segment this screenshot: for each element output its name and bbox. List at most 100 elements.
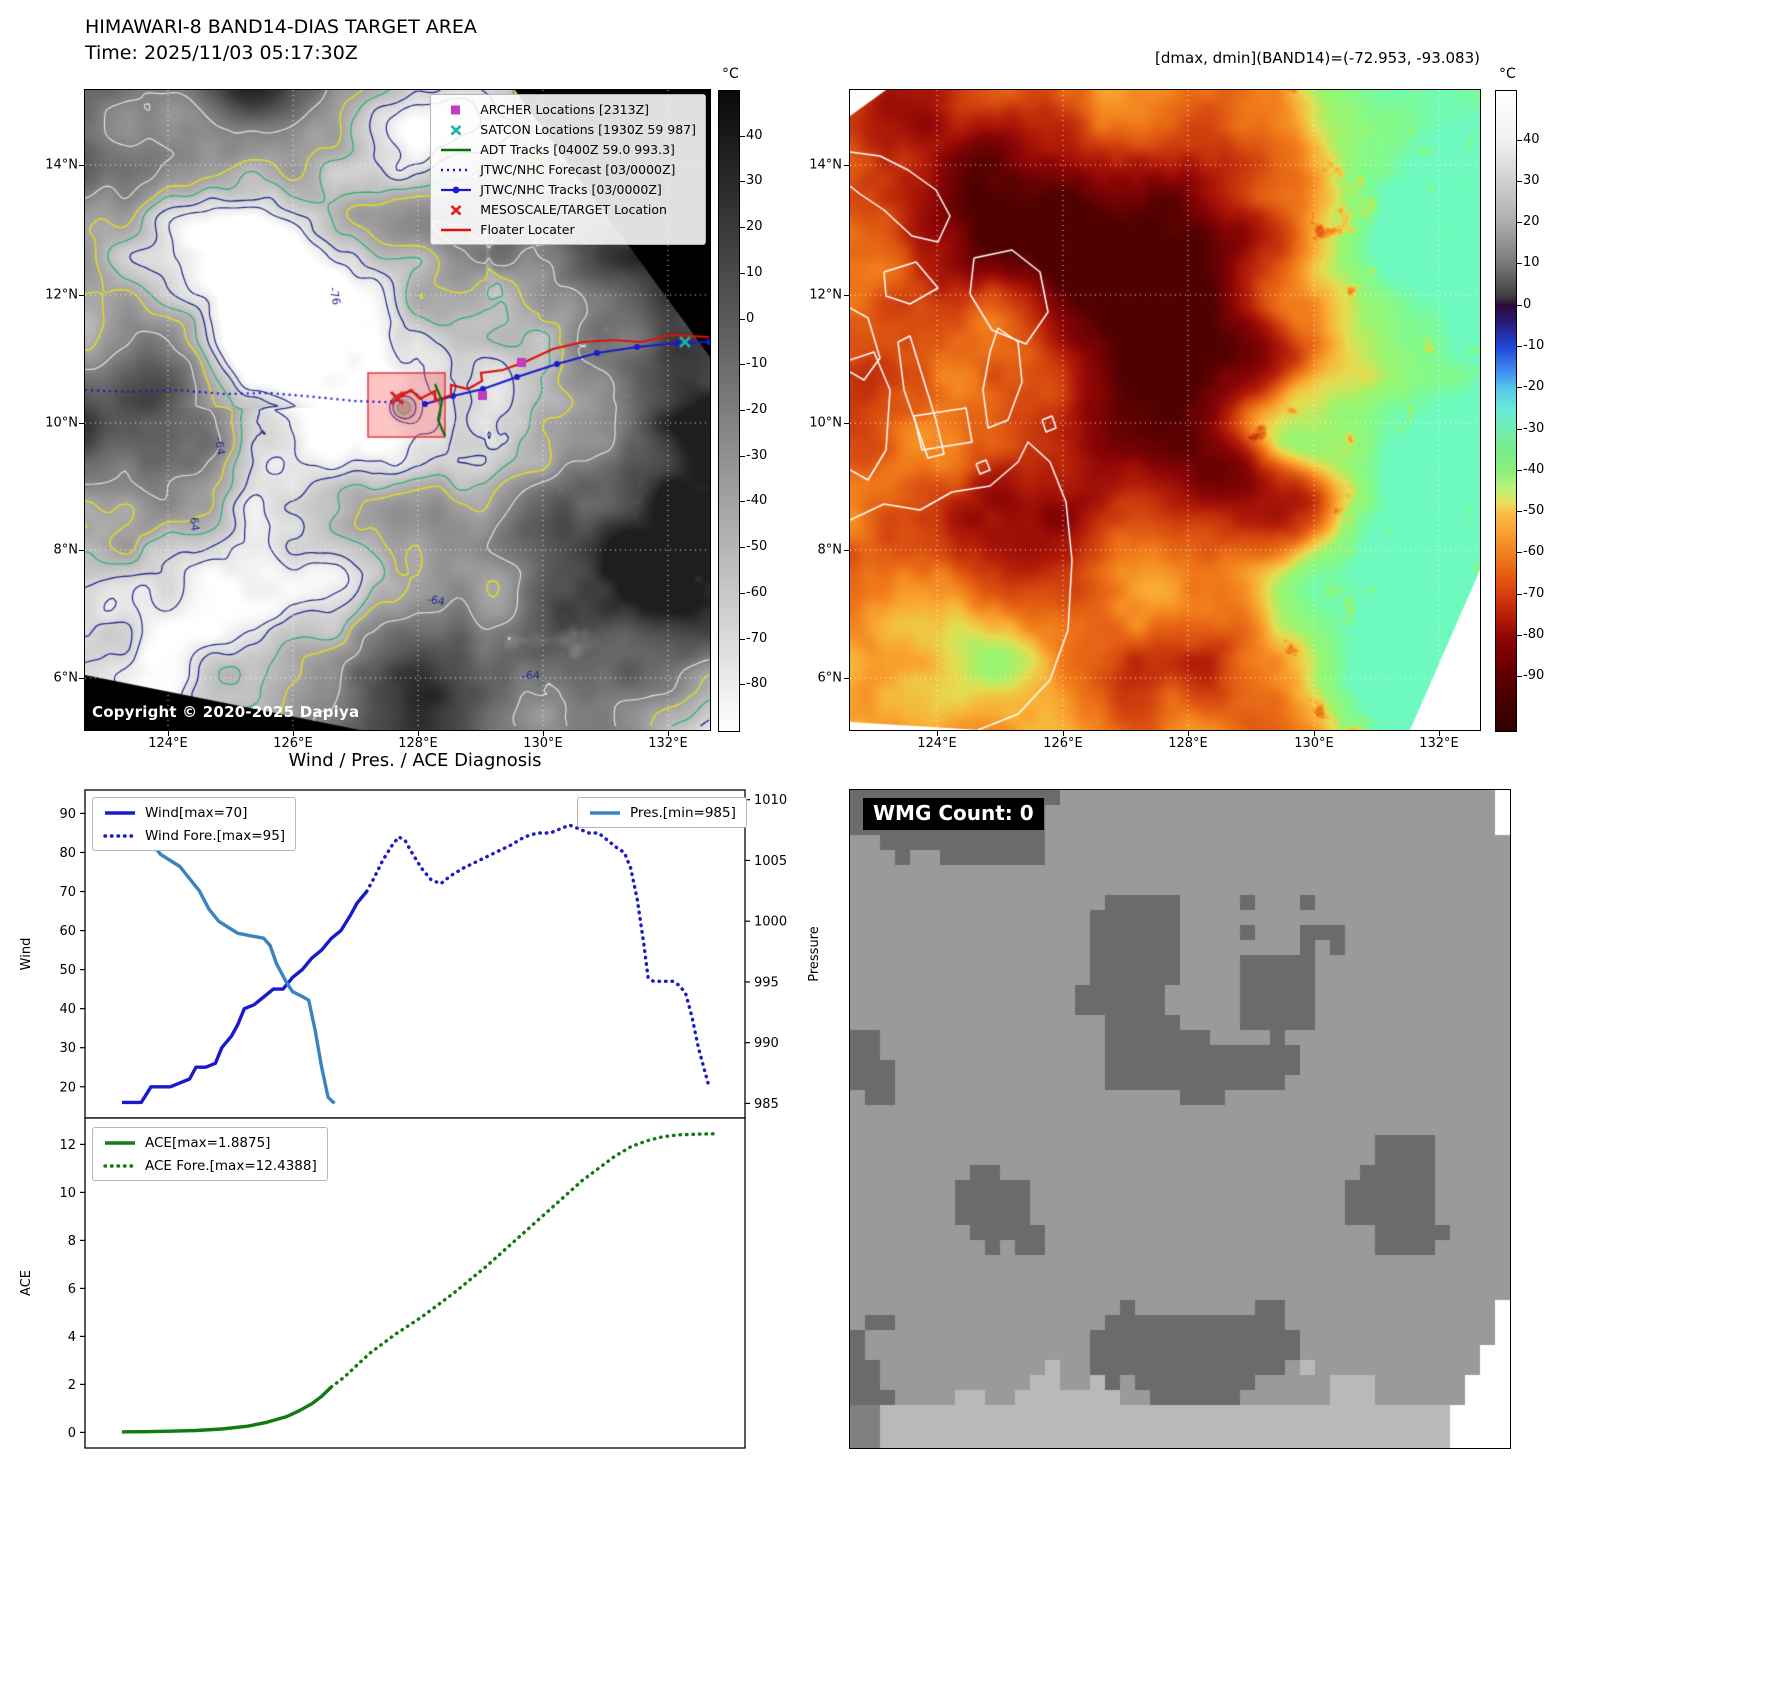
legend-item-label: JTWC/NHC Forecast [03/0000Z] — [480, 162, 676, 177]
legend-item-label: ACE Fore.[max=12.4388] — [145, 1157, 317, 1174]
awv-y-tick-label: 8°N — [817, 542, 843, 558]
series-line — [122, 890, 369, 1105]
awv-colorbar-tick: -30 — [1523, 420, 1545, 436]
legend-item-label: ARCHER Locations [2313Z] — [480, 102, 650, 117]
y-tick-label: 4 — [68, 1330, 76, 1345]
axis-tick — [1517, 635, 1522, 637]
axis-tick — [293, 731, 294, 736]
band14-y-tick-label: 14°N — [45, 157, 78, 173]
dotted-line-marker-icon — [103, 1163, 137, 1168]
axis-tick — [1517, 222, 1522, 224]
band14-title: HIMAWARI-8 BAND14-DIAS TARGET AREA — [85, 16, 477, 38]
axis-tick — [740, 227, 745, 229]
axis-tick — [79, 678, 84, 679]
ace-legend: ACE[max=1.8875] ACE Fore.[max=12.4388] — [92, 1127, 328, 1181]
awv-colorbar-tick: -40 — [1523, 461, 1545, 477]
axis-tick — [418, 731, 419, 736]
axis-tick — [1517, 428, 1522, 430]
axis-tick — [1517, 676, 1522, 678]
y-tick-label: 90 — [59, 807, 76, 822]
band14-colorbar-tick: -20 — [746, 402, 768, 417]
band14-x-tick-label: 132°E — [648, 736, 688, 751]
axis-tick — [1517, 139, 1522, 141]
band14-colorbar-tick: -30 — [746, 447, 768, 463]
axis-tick — [740, 272, 745, 274]
y-axis-label-right: Pressure — [807, 926, 822, 982]
axis-tick — [543, 731, 544, 736]
axis-tick — [844, 295, 849, 296]
y-tick-label: 1005 — [754, 854, 787, 869]
y-tick-label: 1010 — [754, 793, 787, 808]
band14-legend: ARCHER Locations [2313Z] SATCON Locations… — [430, 94, 706, 245]
axis-tick — [740, 638, 745, 640]
y-tick-label: 1000 — [754, 915, 787, 930]
axis-tick — [1517, 304, 1522, 306]
axis-tick — [79, 295, 84, 296]
line-marker-icon — [590, 810, 620, 815]
y-tick-label: 40 — [59, 1002, 76, 1017]
band14-y-tick-label: 8°N — [53, 542, 79, 558]
axis-tick — [740, 547, 745, 549]
pressure-legend: Pres.[min=985] — [577, 797, 747, 828]
legend-item-label: SATCON Locations [1930Z 59 987] — [480, 122, 696, 137]
awv-colorbar-tick: -20 — [1523, 379, 1545, 395]
y-axis-label-left: Wind — [19, 938, 34, 971]
legend-item: ACE Fore.[max=12.4388] — [103, 1157, 317, 1174]
axis-tick — [740, 501, 745, 503]
legend-item-label: ACE[max=1.8875] — [145, 1134, 271, 1151]
y-tick-label: 0 — [68, 1426, 76, 1441]
y-tick-label: 50 — [59, 963, 76, 978]
axis-tick — [1063, 731, 1064, 736]
axis-tick — [740, 364, 745, 366]
dotted-line-marker-icon — [441, 168, 472, 171]
axis-tick — [844, 423, 849, 424]
band14-colorbar-tick: -50 — [746, 539, 768, 555]
series-line — [365, 823, 710, 1085]
y-tick-label: 20 — [59, 1080, 76, 1095]
band14-colorbar-tick: -10 — [746, 356, 768, 372]
square-marker-icon — [451, 105, 461, 114]
awv-colorbar-tick: 40 — [1523, 131, 1540, 147]
axis-tick — [937, 731, 938, 736]
band14-colorbar-tick: -60 — [746, 584, 768, 600]
axis-tick — [1517, 263, 1522, 265]
series-line — [329, 1132, 717, 1389]
awv-y-tick-label: 6°N — [817, 670, 843, 686]
axis-tick — [1314, 731, 1315, 736]
axis-tick — [1517, 346, 1522, 347]
legend-item-label: Wind[max=70] — [145, 804, 248, 821]
wmg-count-label: WMG Count: 0 — [863, 798, 1044, 830]
awv-colorbar-tick: 0 — [1523, 296, 1532, 312]
band14-x-tick-label: 130°E — [523, 736, 563, 751]
y-tick-label: 70 — [59, 885, 76, 900]
band14-colorbar-unit: °C — [722, 66, 739, 82]
awv-y-tick-label: 14°N — [809, 157, 842, 173]
legend-item: JTWC/NHC Forecast [03/0000Z] — [440, 161, 696, 178]
band14-x-tick-label: 128°E — [398, 736, 438, 751]
band14-colorbar-tick: 0 — [746, 310, 755, 326]
legend-item-label: Pres.[min=985] — [630, 804, 736, 821]
axis-tick — [844, 550, 849, 551]
y-tick-label: 12 — [59, 1138, 76, 1153]
axis-tick — [1517, 593, 1522, 595]
line-marker-icon — [105, 1140, 135, 1145]
legend-item: SATCON Locations [1930Z 59 987] — [440, 121, 696, 138]
awv-colorbar-tick: -70 — [1523, 585, 1545, 601]
axis-tick — [740, 455, 745, 457]
legend-item-label: JTWC/NHC Tracks [03/0000Z] — [480, 182, 662, 197]
dotted-line-marker-icon — [103, 833, 137, 838]
band14-colorbar-tick: -40 — [746, 493, 768, 509]
awv-x-tick-label: 132°E — [1419, 736, 1459, 751]
axis-tick — [168, 731, 169, 736]
band14-colorbar-tick: 40 — [746, 127, 763, 143]
legend-item: ACE[max=1.8875] — [103, 1134, 317, 1151]
series-line — [122, 828, 336, 1105]
y-tick-label: 8 — [68, 1234, 76, 1249]
axis-tick — [740, 684, 745, 686]
awv-header-band14: [dmax, dmin](BAND14)=(-72.953, -93.083) — [1155, 49, 1480, 67]
awv-colorbar-tick: 20 — [1523, 214, 1540, 230]
band14-colorbar-tick: -70 — [746, 630, 768, 646]
line-marker-icon — [105, 810, 135, 815]
band14-colorbar-tick: 30 — [746, 173, 763, 189]
awv-colorbar-tick: 30 — [1523, 172, 1540, 188]
